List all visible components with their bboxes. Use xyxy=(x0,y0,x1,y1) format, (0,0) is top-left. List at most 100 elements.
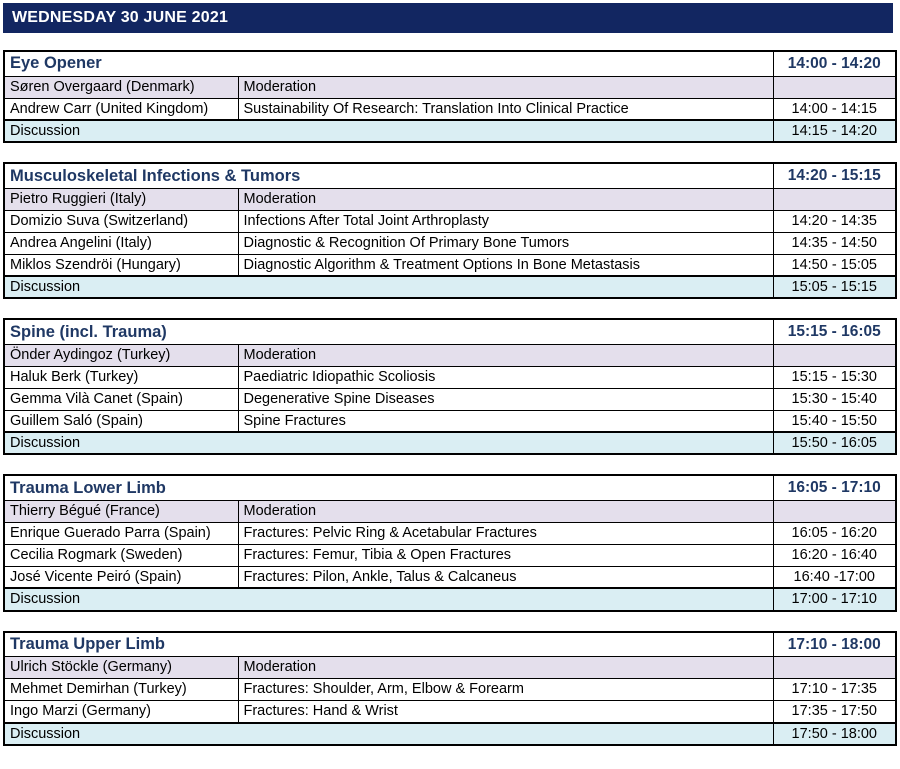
talk-title: Spine Fractures xyxy=(237,409,774,433)
talk-row: Haluk Berk (Turkey) Paediatric Idiopathi… xyxy=(3,365,897,389)
talk-title: Sustainability Of Research: Translation … xyxy=(237,97,774,121)
moderation-row: Ulrich Stöckle (Germany) Moderation xyxy=(3,656,897,679)
discussion-time: 14:15 - 14:20 xyxy=(772,118,897,143)
moderator-name: Pietro Ruggieri (Italy) xyxy=(3,187,239,211)
session-table: Spine (incl. Trauma) 15:15 - 16:05 Önder… xyxy=(3,318,898,456)
talk-title: Diagnostic & Recognition Of Primary Bone… xyxy=(237,231,774,255)
moderation-row: Thierry Bégué (France) Moderation xyxy=(3,499,897,523)
day-banner-title: WEDNESDAY 30 JUNE 2021 xyxy=(12,9,229,26)
discussion-row: Discussion 14:15 - 14:20 xyxy=(3,118,897,143)
discussion-label: Discussion xyxy=(3,118,774,143)
talk-title: Fractures: Pilon, Ankle, Talus & Calcane… xyxy=(237,565,774,589)
talk-speaker: Mehmet Demirhan (Turkey) xyxy=(3,678,239,701)
moderator-name: Ulrich Stöckle (Germany) xyxy=(3,656,239,679)
talk-time: 16:20 - 16:40 xyxy=(772,543,897,567)
talk-row: Gemma Vilà Canet (Spain) Degenerative Sp… xyxy=(3,387,897,411)
talk-time: 17:35 - 17:50 xyxy=(772,700,897,723)
session-table: Trauma Upper Limb 17:10 - 18:00 Ulrich S… xyxy=(3,630,898,746)
moderation-label: Moderation xyxy=(237,499,774,523)
talk-row: Miklos Szendröi (Hungary) Diagnostic Alg… xyxy=(3,253,897,277)
session-header-row: Trauma Upper Limb 17:10 - 18:00 xyxy=(3,631,897,657)
talk-title: Degenerative Spine Diseases xyxy=(237,387,774,411)
discussion-row: Discussion 15:50 - 16:05 xyxy=(3,431,897,455)
talk-speaker: Andrew Carr (United Kingdom) xyxy=(3,97,239,121)
moderation-label: Moderation xyxy=(237,656,774,679)
discussion-label: Discussion xyxy=(3,275,774,299)
discussion-time: 15:05 - 15:15 xyxy=(772,275,897,299)
session-title: Trauma Lower Limb xyxy=(3,474,774,501)
discussion-label: Discussion xyxy=(3,587,774,612)
talk-time: 16:05 - 16:20 xyxy=(772,521,897,545)
moderator-name: Thierry Bégué (France) xyxy=(3,499,239,523)
talk-time: 14:50 - 15:05 xyxy=(772,253,897,277)
moderation-label: Moderation xyxy=(237,75,774,99)
talk-speaker: Cecilia Rogmark (Sweden) xyxy=(3,543,239,567)
talk-time: 14:20 - 14:35 xyxy=(772,209,897,233)
talk-speaker: Guillem Saló (Spain) xyxy=(3,409,239,433)
moderation-label: Moderation xyxy=(237,343,774,367)
talk-time: 14:00 - 14:15 xyxy=(772,97,897,121)
moderation-row: Søren Overgaard (Denmark) Moderation xyxy=(3,75,897,99)
session-title: Trauma Upper Limb xyxy=(3,631,774,657)
talk-title: Paediatric Idiopathic Scoliosis xyxy=(237,365,774,389)
talk-title: Fractures: Femur, Tibia & Open Fractures xyxy=(237,543,774,567)
talk-time: 14:35 - 14:50 xyxy=(772,231,897,255)
session-time-range: 14:20 - 15:15 xyxy=(772,162,897,189)
session-header-row: Musculoskeletal Infections & Tumors 14:2… xyxy=(3,162,897,189)
session-time-range: 14:00 - 14:20 xyxy=(772,50,897,77)
talk-time: 16:40 -17:00 xyxy=(772,565,897,589)
talk-row: Mehmet Demirhan (Turkey) Fractures: Shou… xyxy=(3,678,897,701)
moderation-time xyxy=(772,75,897,99)
session-time-range: 16:05 - 17:10 xyxy=(772,474,897,501)
discussion-time: 15:50 - 16:05 xyxy=(772,431,897,455)
talk-title: Fractures: Hand & Wrist xyxy=(237,700,774,723)
session-header-row: Trauma Lower Limb 16:05 - 17:10 xyxy=(3,474,897,501)
talk-time: 17:10 - 17:35 xyxy=(772,678,897,701)
talk-row: Ingo Marzi (Germany) Fractures: Hand & W… xyxy=(3,700,897,723)
talk-title: Infections After Total Joint Arthroplast… xyxy=(237,209,774,233)
session-title: Musculoskeletal Infections & Tumors xyxy=(3,162,774,189)
talk-row: Andrew Carr (United Kingdom) Sustainabil… xyxy=(3,97,897,121)
session-title: Eye Opener xyxy=(3,50,774,77)
session-table: Eye Opener 14:00 - 14:20 Søren Overgaard… xyxy=(3,50,897,144)
discussion-time: 17:00 - 17:10 xyxy=(772,587,897,612)
discussion-row: Discussion 17:00 - 17:10 xyxy=(3,587,897,612)
talk-row: Cecilia Rogmark (Sweden) Fractures: Femu… xyxy=(3,543,897,567)
talk-row: Andrea Angelini (Italy) Diagnostic & Rec… xyxy=(3,231,897,255)
talk-row: Domizio Suva (Switzerland) Infections Af… xyxy=(3,209,897,233)
talk-time: 15:40 - 15:50 xyxy=(772,409,897,433)
talk-speaker: Enrique Guerado Parra (Spain) xyxy=(3,521,239,545)
talk-time: 15:15 - 15:30 xyxy=(772,365,897,389)
talk-row: Guillem Saló (Spain) Spine Fractures 15:… xyxy=(3,409,897,433)
moderation-time xyxy=(772,499,897,523)
moderation-time xyxy=(772,656,897,679)
moderator-name: Önder Aydingoz (Turkey) xyxy=(3,343,239,367)
session-table: Musculoskeletal Infections & Tumors 14:2… xyxy=(3,162,897,300)
sessions-container: Eye Opener 14:00 - 14:20 Søren Overgaard… xyxy=(3,50,898,746)
talk-speaker: José Vicente Peiró (Spain) xyxy=(3,565,239,589)
session-table: Trauma Lower Limb 16:05 - 17:10 Thierry … xyxy=(3,474,897,612)
talk-title: Fractures: Shoulder, Arm, Elbow & Forear… xyxy=(237,678,774,701)
talk-row: José Vicente Peiró (Spain) Fractures: Pi… xyxy=(3,565,897,589)
discussion-row: Discussion 15:05 - 15:15 xyxy=(3,275,897,299)
session-header-row: Spine (incl. Trauma) 15:15 - 16:05 xyxy=(3,318,897,345)
talk-row: Enrique Guerado Parra (Spain) Fractures:… xyxy=(3,521,897,545)
discussion-time: 17:50 - 18:00 xyxy=(772,721,897,746)
moderation-time xyxy=(772,343,897,367)
talk-speaker: Haluk Berk (Turkey) xyxy=(3,365,239,389)
session-header-row: Eye Opener 14:00 - 14:20 xyxy=(3,50,897,77)
session-time-range: 17:10 - 18:00 xyxy=(772,631,897,657)
discussion-label: Discussion xyxy=(3,431,774,455)
talk-title: Diagnostic Algorithm & Treatment Options… xyxy=(237,253,774,277)
discussion-label: Discussion xyxy=(3,721,774,746)
moderation-time xyxy=(772,187,897,211)
moderation-row: Önder Aydingoz (Turkey) Moderation xyxy=(3,343,897,367)
moderation-label: Moderation xyxy=(237,187,774,211)
talk-speaker: Domizio Suva (Switzerland) xyxy=(3,209,239,233)
day-banner: WEDNESDAY 30 JUNE 2021 xyxy=(3,3,893,33)
moderation-row: Pietro Ruggieri (Italy) Moderation xyxy=(3,187,897,211)
talk-speaker: Gemma Vilà Canet (Spain) xyxy=(3,387,239,411)
discussion-row: Discussion 17:50 - 18:00 xyxy=(3,721,897,746)
moderator-name: Søren Overgaard (Denmark) xyxy=(3,75,239,99)
